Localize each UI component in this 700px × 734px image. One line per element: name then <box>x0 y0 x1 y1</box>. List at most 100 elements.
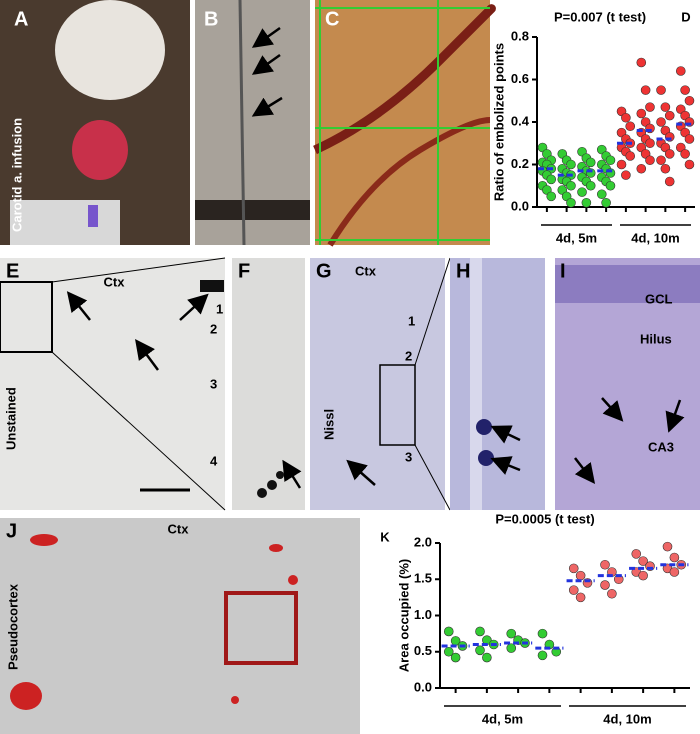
photo-b: B <box>195 0 310 246</box>
y-tick-label: 0.6 <box>511 71 529 86</box>
group-label: 4d, 10m <box>631 230 679 245</box>
data-point <box>475 645 485 656</box>
photo-c: C <box>313 0 496 247</box>
photo-text: 1 <box>216 301 223 316</box>
group-label: 4d, 10m <box>603 711 651 726</box>
y-tick-label: 0.4 <box>511 113 530 128</box>
panel-label: F <box>238 260 250 282</box>
data-point <box>575 570 586 581</box>
data-point <box>443 626 454 637</box>
photo-text: CA3 <box>648 439 674 454</box>
data-point <box>656 117 666 127</box>
data-point <box>680 149 690 159</box>
photo-text: Carotid a. infusion <box>9 118 24 232</box>
data-point <box>600 559 610 570</box>
data-point <box>596 189 607 200</box>
panel-label: E <box>6 260 19 282</box>
data-point <box>450 652 461 663</box>
photo-text: 1 <box>408 313 415 328</box>
data-point <box>546 191 557 202</box>
group-label: 4d, 5m <box>482 711 523 726</box>
data-point <box>600 580 610 590</box>
data-point <box>645 102 655 112</box>
data-point <box>664 149 675 159</box>
data-point <box>638 570 648 581</box>
data-point <box>662 541 673 552</box>
data-point <box>443 646 454 657</box>
data-point <box>566 197 576 208</box>
data-point <box>656 155 666 166</box>
data-point <box>566 159 576 170</box>
data-point <box>577 187 587 197</box>
data-point <box>566 180 576 191</box>
y-tick-label: 0.2 <box>511 156 529 171</box>
data-point <box>605 180 616 191</box>
photo-text: Hilus <box>640 331 672 346</box>
photo-j: J Ctx Pseudocortex <box>0 518 360 734</box>
data-point <box>664 176 675 187</box>
data-point <box>585 157 596 168</box>
group-label: 4d, 5m <box>556 230 597 245</box>
data-point <box>585 180 596 191</box>
data-point <box>546 174 557 185</box>
photo-text: Ctx <box>104 274 126 289</box>
y-tick-label: 1.0 <box>414 607 432 622</box>
panel-label: A <box>14 8 28 30</box>
photo-text: Ctx <box>168 521 190 536</box>
data-point <box>680 85 690 95</box>
panel-label: J <box>6 520 17 542</box>
data-point <box>675 66 686 76</box>
photo-h: H <box>450 258 545 510</box>
data-point <box>616 159 627 170</box>
data-point <box>645 155 655 166</box>
photo-text: Ctx <box>355 263 377 278</box>
data-point <box>664 110 675 121</box>
photo-text: GCL <box>645 291 673 306</box>
y-axis-label: Ratio of embolized points <box>491 43 506 201</box>
photo-text: 2 <box>405 348 412 363</box>
data-point <box>482 652 492 663</box>
photo-f: F <box>232 258 305 510</box>
photo-text: Nissl <box>321 409 336 440</box>
photo-i: I GCL Hilus CA3 <box>555 258 700 510</box>
data-point <box>607 588 617 599</box>
data-point <box>638 556 648 566</box>
photo-text: 3 <box>405 449 412 464</box>
y-axis-label: Area occupied (%) <box>396 559 411 672</box>
y-tick-label: 1.5 <box>414 571 432 586</box>
data-point <box>684 134 695 144</box>
photo-text: Unstained <box>3 387 18 450</box>
data-point <box>631 549 642 559</box>
panel-label: I <box>560 260 566 282</box>
panel-label: D <box>681 9 690 24</box>
data-point <box>506 628 517 639</box>
data-point <box>537 628 548 639</box>
photo-text: Pseudocortex <box>5 583 20 670</box>
data-point <box>621 170 631 180</box>
data-point <box>669 552 680 563</box>
data-point <box>660 102 671 112</box>
panel-label: K <box>380 529 390 544</box>
data-point <box>625 151 636 161</box>
photo-g: G Ctx 1 2 3 Nissl <box>310 257 451 511</box>
panel-label: C <box>325 8 339 30</box>
y-tick-label: 2.0 <box>414 534 432 549</box>
data-point <box>684 159 695 170</box>
data-point <box>537 650 548 661</box>
data-point <box>660 163 671 174</box>
photo-e: E Ctx 1 2 3 4 Unstained <box>0 257 226 511</box>
y-tick-label: 0.5 <box>414 643 432 658</box>
data-point <box>506 643 517 653</box>
data-point <box>605 155 616 166</box>
data-point <box>575 592 586 603</box>
data-point <box>645 138 655 149</box>
photo-text: 4 <box>210 453 218 468</box>
y-tick-label: 0.8 <box>511 28 529 43</box>
data-point <box>636 57 647 68</box>
panel-label: B <box>204 8 218 30</box>
data-point <box>475 626 485 637</box>
panel-label: H <box>456 260 470 282</box>
data-point <box>640 85 651 95</box>
chart-title: P=0.007 (t test) <box>554 9 646 24</box>
